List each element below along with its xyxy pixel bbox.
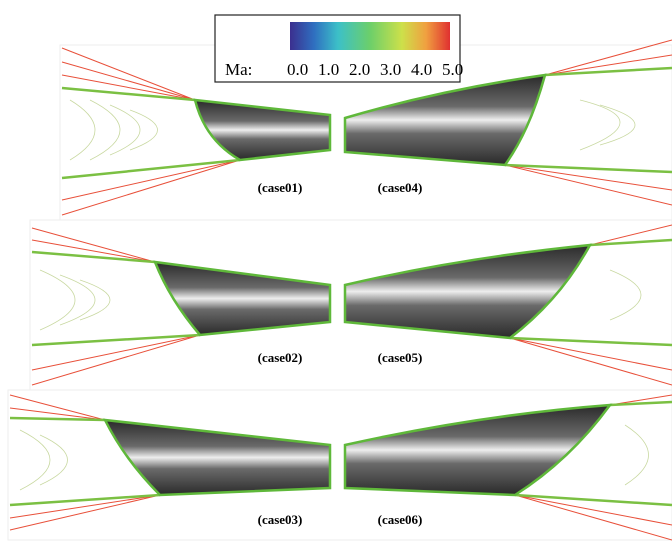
- colorbar-tick: 0.0: [287, 60, 308, 79]
- colorbar: [290, 22, 450, 50]
- colorbar-tick: 2.0: [349, 60, 370, 79]
- case-label: (case04): [378, 180, 423, 195]
- colorbar-tick: 4.0: [411, 60, 432, 79]
- case-label: (case02): [258, 350, 303, 365]
- figure: Ma: 0.0 1.0 2.0 3.0 4.0 5.0 (case01) (ca…: [0, 0, 672, 548]
- colorbar-label: Ma:: [225, 60, 252, 79]
- case-label: (case05): [378, 350, 423, 365]
- case-label: (case01): [258, 180, 303, 195]
- case-label: (case06): [378, 512, 423, 527]
- case-label: (case03): [258, 512, 303, 527]
- colorbar-tick: 1.0: [318, 60, 339, 79]
- colorbar-tick: 3.0: [380, 60, 401, 79]
- colorbar-tick: 5.0: [442, 60, 463, 79]
